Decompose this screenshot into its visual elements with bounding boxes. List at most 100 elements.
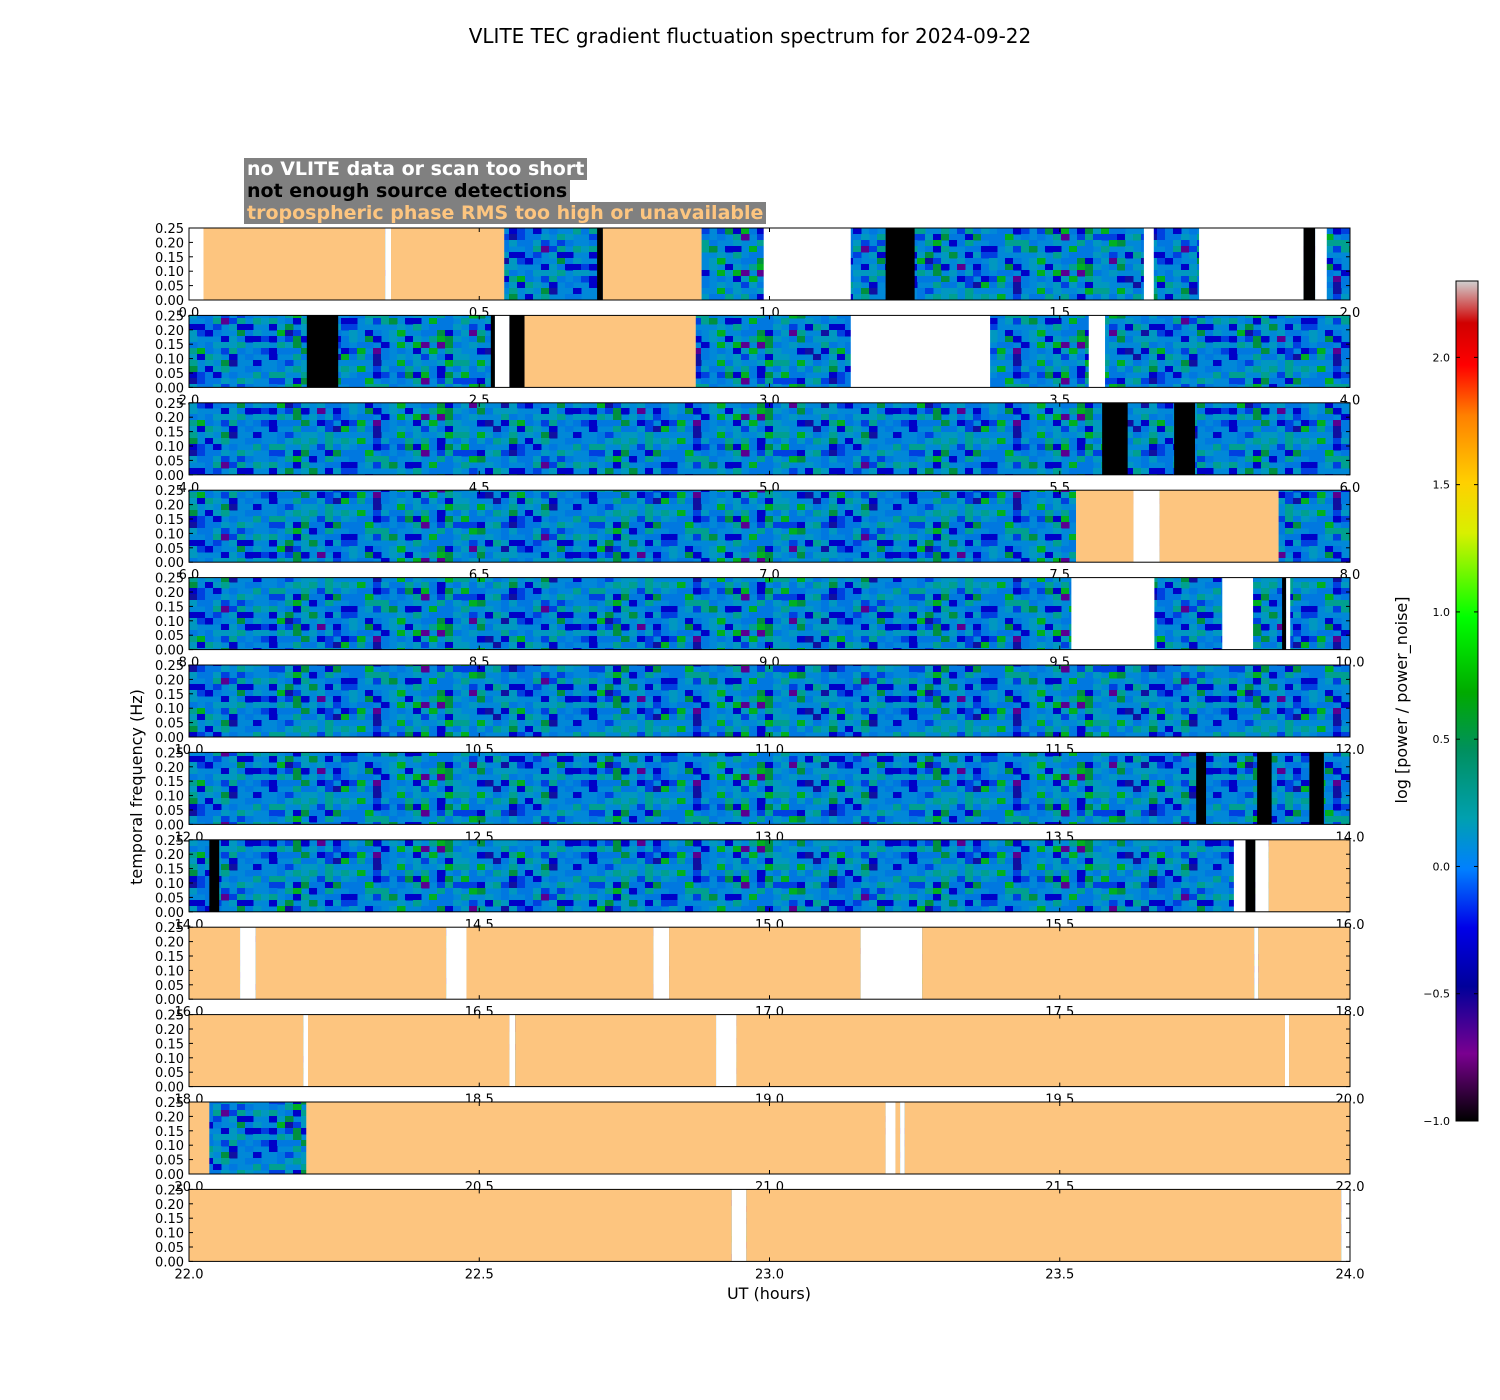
flag-segment-nodata xyxy=(1233,839,1246,912)
spectrum-heatmap xyxy=(189,665,1350,737)
colorbar-tick-label: 0.0 xyxy=(1433,860,1451,873)
y-tick-label: 0.15 xyxy=(155,1037,184,1052)
panel-group: 0.000.050.100.150.200.250.0 0.5 1.0 1.5 2.00… xyxy=(155,222,1364,1282)
flag-segment-nodata xyxy=(653,927,670,1000)
flag-segment-nodata xyxy=(850,315,991,388)
flag-segment-tropo xyxy=(746,1189,1342,1262)
flag-segment-nodet xyxy=(490,315,495,388)
flag-segment-nodet xyxy=(1282,577,1287,650)
flag-segment-tropo xyxy=(308,1014,510,1087)
colorbar-tick-label: 0.5 xyxy=(1433,733,1451,746)
y-tick-label: 0.10 xyxy=(155,790,184,805)
y-tick-label: 0.20 xyxy=(155,236,184,251)
flag-segment-nodata xyxy=(1088,315,1106,388)
flag-segment-tropo xyxy=(1076,490,1134,563)
y-tick-label: 0.15 xyxy=(155,950,184,965)
y-tick-label: 0.00 xyxy=(155,644,184,659)
y-tick-label: 0.10 xyxy=(155,1052,184,1067)
y-tick-label: 0.25 xyxy=(155,397,184,412)
y-tick-label: 0.10 xyxy=(155,615,184,630)
flag-segment-tropo xyxy=(1289,1014,1350,1087)
x-tick-label: 22.0 xyxy=(175,1267,204,1282)
y-tick-label: 0.15 xyxy=(155,688,184,703)
y-tick-label: 0.10 xyxy=(155,440,184,455)
flag-segment-nodet xyxy=(1196,752,1207,825)
y-tick-label: 0.00 xyxy=(155,381,184,396)
y-tick-label: 0.00 xyxy=(155,294,184,309)
colorbar: −1.0 −0.5 0.0 0.5 1.0 1.5 2.0 log [power / pow… xyxy=(1392,280,1479,1128)
y-tick-label: 0.20 xyxy=(155,1198,184,1213)
panel-0: 0.000.050.100.150.200.250.0 0.5 1.0 1.5 2.0 xyxy=(155,222,1360,321)
flag-segment-nodet xyxy=(1174,402,1196,475)
y-tick-label: 0.20 xyxy=(155,586,184,601)
y-tick-label: 0.25 xyxy=(155,1096,184,1111)
flag-segment-tropo xyxy=(189,1102,210,1174)
flag-segment-nodata xyxy=(1254,927,1259,1000)
y-tick-label: 0.00 xyxy=(155,993,184,1008)
y-tick-label: 0.20 xyxy=(155,1023,184,1038)
y-tick-label: 0.10 xyxy=(155,1227,184,1242)
y-tick-label: 0.05 xyxy=(155,891,184,906)
flag-segment-nodet xyxy=(1257,752,1272,825)
flag-segment-nodet xyxy=(209,839,220,912)
colorbar-tick-label: 2.0 xyxy=(1433,351,1451,364)
y-tick-label: 0.15 xyxy=(155,338,184,353)
flag-segment-tropo xyxy=(895,1102,901,1174)
y-tick-label: 0.10 xyxy=(155,877,184,892)
flag-segment-nodata xyxy=(240,927,256,1000)
flag-segment-nodet xyxy=(1303,228,1316,300)
y-tick-label: 0.05 xyxy=(155,367,184,382)
colorbar-gradient xyxy=(1455,280,1479,1122)
panel-1: 0.000.050.100.150.200.252.0 2.5 3.0 3.5 4.0 xyxy=(155,309,1360,408)
flag-segment-nodata xyxy=(494,315,510,388)
flag-segment-tropo xyxy=(391,228,505,300)
flag-segment-nodata xyxy=(1341,1189,1350,1262)
flag-segment-tropo xyxy=(1258,927,1350,1000)
flag-segment-nodata xyxy=(385,228,392,300)
colorbar-label: log [power / power_noise] xyxy=(1392,597,1412,804)
y-tick-label: 0.20 xyxy=(155,411,184,426)
y-tick-label: 0.00 xyxy=(155,818,184,833)
flag-segment-nodata xyxy=(1315,228,1327,300)
y-tick-label: 0.20 xyxy=(155,936,184,951)
y-tick-label: 0.05 xyxy=(155,1241,184,1256)
flag-segment-nodata xyxy=(860,927,923,1000)
flag-segment-tropo xyxy=(736,1014,1285,1087)
panel-2: 0.000.050.100.150.200.254.0 4.5 5.0 5.5 6.0 xyxy=(155,397,1360,496)
y-tick-label: 0.25 xyxy=(155,1183,184,1198)
y-tick-label: 0.05 xyxy=(155,454,184,469)
flag-segment-tropo xyxy=(904,1102,1350,1174)
y-tick-label: 0.15 xyxy=(155,513,184,528)
flag-segment-nodata xyxy=(763,228,851,300)
y-tick-label: 0.25 xyxy=(155,222,184,237)
panel-3: 0.000.050.100.150.200.256.0 6.5 7.0 7.5 8.0 xyxy=(155,484,1360,583)
y-tick-label: 0.05 xyxy=(155,804,184,819)
y-tick-label: 0.20 xyxy=(155,499,184,514)
y-tick-label: 0.20 xyxy=(155,1110,184,1125)
y-tick-label: 0.00 xyxy=(155,1081,184,1096)
chart-title: VLITE TEC gradient fluctuation spectrum … xyxy=(469,24,1032,48)
flag-segment-nodata xyxy=(1222,577,1254,650)
x-tick-label: 22.5 xyxy=(465,1267,494,1282)
y-tick-label: 0.10 xyxy=(155,702,184,717)
flag-segment-tropo xyxy=(189,1014,304,1087)
flag-segment-tropo xyxy=(515,1014,717,1087)
spectrum-heatmap xyxy=(189,839,1350,912)
flag-segment-tropo xyxy=(1268,839,1350,912)
flag-segment-nodet xyxy=(1102,402,1128,475)
y-tick-label: 0.15 xyxy=(155,1125,184,1140)
spectrum-heatmap xyxy=(189,402,1350,475)
flag-segment-nodata xyxy=(900,1102,905,1174)
flag-segment-tropo xyxy=(189,1189,732,1262)
y-tick-label: 0.10 xyxy=(155,1139,184,1154)
flag-segment-nodet xyxy=(597,228,603,300)
spectrum-heatmap xyxy=(189,752,1350,825)
flag-segment-tropo xyxy=(203,228,386,300)
flag-segment-tropo xyxy=(189,927,241,1000)
y-tick-label: 0.15 xyxy=(155,1212,184,1227)
y-tick-label: 0.05 xyxy=(155,717,184,732)
